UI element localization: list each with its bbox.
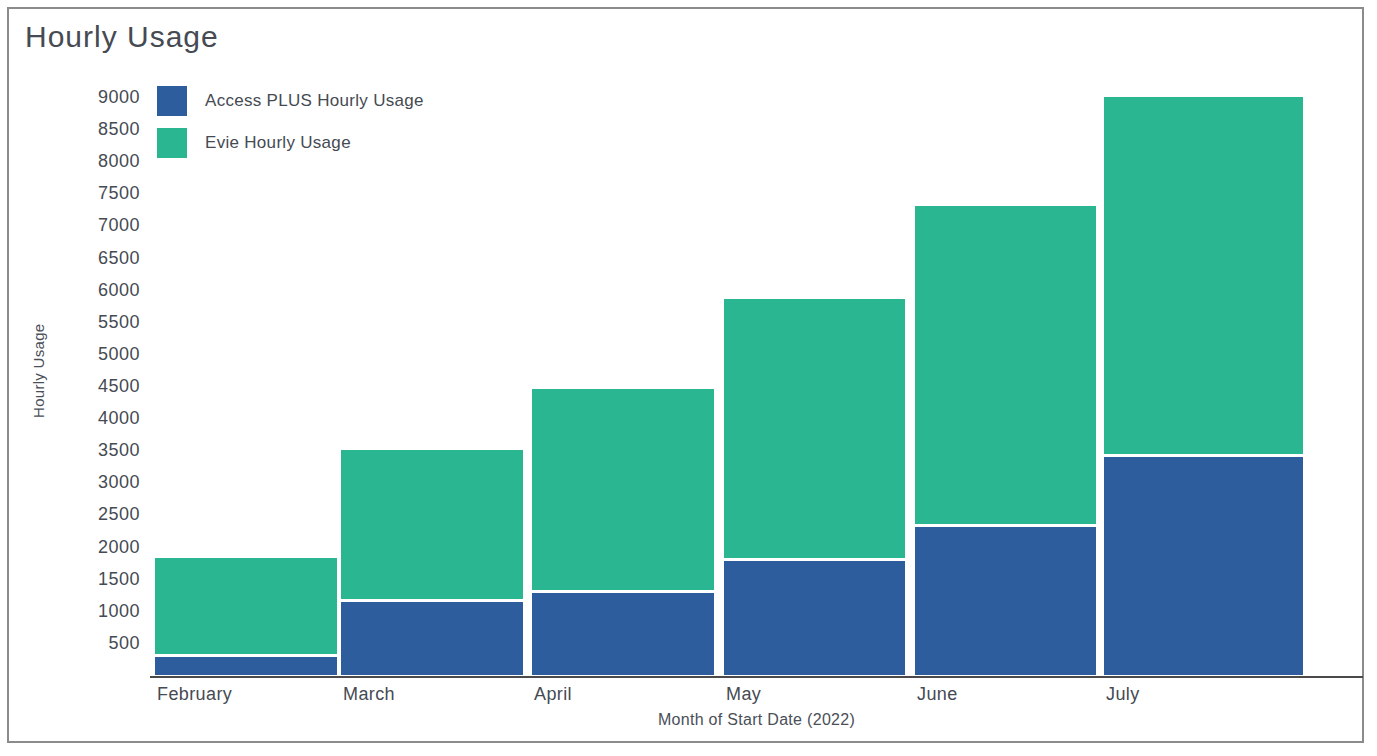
- y-tick-label: 6000: [68, 280, 140, 300]
- y-tick-label: 8500: [68, 119, 140, 139]
- y-tick-label: 5000: [68, 344, 140, 364]
- bar-segment-access-plus-april[interactable]: [532, 593, 714, 675]
- bar-segment-evie-may[interactable]: [724, 299, 905, 558]
- y-tick-label: 6500: [68, 248, 140, 268]
- page-title: Hourly Usage: [25, 20, 219, 54]
- x-tick-label-april: April: [534, 684, 572, 705]
- bar-segment-access-plus-july[interactable]: [1104, 457, 1303, 675]
- x-tick-label-july: July: [1106, 684, 1140, 705]
- x-tick-label-june: June: [917, 684, 958, 705]
- y-axis-title: Hourly Usage: [30, 324, 47, 418]
- y-tick-label: 1500: [68, 569, 140, 589]
- bar-segment-evie-february[interactable]: [155, 558, 337, 654]
- y-tick-label: 500: [68, 633, 140, 653]
- y-tick-label: 5500: [68, 312, 140, 332]
- y-tick-label: 3000: [68, 472, 140, 492]
- x-tick-label-february: February: [157, 684, 232, 705]
- bar-segment-evie-july[interactable]: [1104, 97, 1303, 454]
- bar-segment-access-plus-june[interactable]: [915, 527, 1096, 675]
- plot-area: Month of Start Date (2022) 5001000150020…: [150, 97, 1363, 675]
- y-tick-label: 4000: [68, 408, 140, 428]
- y-tick-label: 4500: [68, 376, 140, 396]
- y-tick-label: 7000: [68, 215, 140, 235]
- bar-segment-access-plus-march[interactable]: [341, 602, 523, 675]
- y-tick-label: 1000: [68, 601, 140, 621]
- y-tick-label: 2000: [68, 537, 140, 557]
- x-tick-label-may: May: [726, 684, 761, 705]
- bar-segment-evie-june[interactable]: [915, 206, 1096, 524]
- bar-segment-evie-april[interactable]: [532, 389, 714, 590]
- x-axis-title: Month of Start Date (2022): [150, 711, 1363, 729]
- y-tick-label: 8000: [68, 151, 140, 171]
- x-tick-label-march: March: [343, 684, 395, 705]
- y-tick-label: 9000: [68, 87, 140, 107]
- x-axis-line: [150, 676, 1363, 678]
- bar-segment-access-plus-february[interactable]: [155, 657, 337, 675]
- y-tick-label: 2500: [68, 504, 140, 524]
- bar-segment-access-plus-may[interactable]: [724, 561, 905, 675]
- bar-segment-evie-march[interactable]: [341, 450, 523, 599]
- y-tick-label: 7500: [68, 183, 140, 203]
- y-tick-label: 3500: [68, 440, 140, 460]
